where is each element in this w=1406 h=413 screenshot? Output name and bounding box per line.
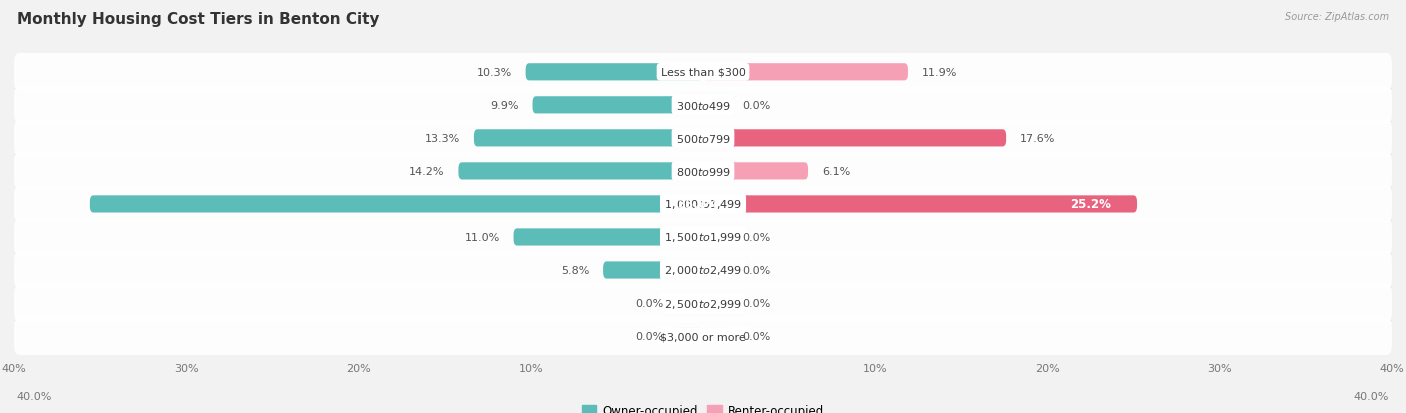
FancyBboxPatch shape: [703, 163, 808, 180]
Text: $300 to $499: $300 to $499: [675, 100, 731, 112]
FancyBboxPatch shape: [703, 295, 728, 312]
Text: $500 to $799: $500 to $799: [675, 133, 731, 145]
Text: 9.9%: 9.9%: [491, 101, 519, 111]
Text: 0.0%: 0.0%: [636, 331, 664, 341]
FancyBboxPatch shape: [14, 218, 1392, 256]
FancyBboxPatch shape: [474, 130, 703, 147]
Text: 0.0%: 0.0%: [742, 233, 770, 242]
Text: 40.0%: 40.0%: [1354, 391, 1389, 401]
FancyBboxPatch shape: [14, 285, 1392, 322]
Text: 10.3%: 10.3%: [477, 68, 512, 78]
Text: 17.6%: 17.6%: [1019, 133, 1056, 144]
FancyBboxPatch shape: [458, 163, 703, 180]
Text: Monthly Housing Cost Tiers in Benton City: Monthly Housing Cost Tiers in Benton Cit…: [17, 12, 380, 27]
Text: 11.0%: 11.0%: [464, 233, 499, 242]
FancyBboxPatch shape: [14, 87, 1392, 124]
FancyBboxPatch shape: [703, 229, 728, 246]
FancyBboxPatch shape: [14, 318, 1392, 355]
Text: 0.0%: 0.0%: [742, 265, 770, 275]
FancyBboxPatch shape: [14, 120, 1392, 157]
Text: 14.2%: 14.2%: [409, 166, 444, 176]
FancyBboxPatch shape: [678, 328, 703, 345]
FancyBboxPatch shape: [603, 262, 703, 279]
Text: $1,500 to $1,999: $1,500 to $1,999: [664, 231, 742, 244]
FancyBboxPatch shape: [703, 196, 1137, 213]
FancyBboxPatch shape: [14, 252, 1392, 289]
Text: 5.8%: 5.8%: [561, 265, 589, 275]
Text: Less than $300: Less than $300: [661, 68, 745, 78]
Text: 0.0%: 0.0%: [742, 298, 770, 308]
FancyBboxPatch shape: [533, 97, 703, 114]
Text: 40.0%: 40.0%: [17, 391, 52, 401]
Text: 13.3%: 13.3%: [425, 133, 460, 144]
Legend: Owner-occupied, Renter-occupied: Owner-occupied, Renter-occupied: [578, 399, 828, 413]
FancyBboxPatch shape: [703, 262, 728, 279]
Text: 0.0%: 0.0%: [742, 331, 770, 341]
FancyBboxPatch shape: [14, 54, 1392, 91]
FancyBboxPatch shape: [14, 153, 1392, 190]
Text: 6.1%: 6.1%: [823, 166, 851, 176]
FancyBboxPatch shape: [703, 328, 728, 345]
Text: $1,000 to $1,499: $1,000 to $1,499: [664, 198, 742, 211]
FancyBboxPatch shape: [678, 295, 703, 312]
Text: 35.6%: 35.6%: [678, 198, 718, 211]
Text: $2,500 to $2,999: $2,500 to $2,999: [664, 297, 742, 310]
Text: $2,000 to $2,499: $2,000 to $2,499: [664, 264, 742, 277]
Text: $800 to $999: $800 to $999: [675, 166, 731, 178]
Text: 25.2%: 25.2%: [1070, 198, 1111, 211]
FancyBboxPatch shape: [703, 64, 908, 81]
FancyBboxPatch shape: [90, 196, 703, 213]
FancyBboxPatch shape: [14, 185, 1392, 223]
Text: $3,000 or more: $3,000 or more: [661, 331, 745, 341]
FancyBboxPatch shape: [513, 229, 703, 246]
FancyBboxPatch shape: [703, 97, 728, 114]
Text: 11.9%: 11.9%: [922, 68, 957, 78]
FancyBboxPatch shape: [703, 130, 1007, 147]
FancyBboxPatch shape: [526, 64, 703, 81]
Text: 0.0%: 0.0%: [742, 101, 770, 111]
Text: 0.0%: 0.0%: [636, 298, 664, 308]
Text: Source: ZipAtlas.com: Source: ZipAtlas.com: [1285, 12, 1389, 22]
